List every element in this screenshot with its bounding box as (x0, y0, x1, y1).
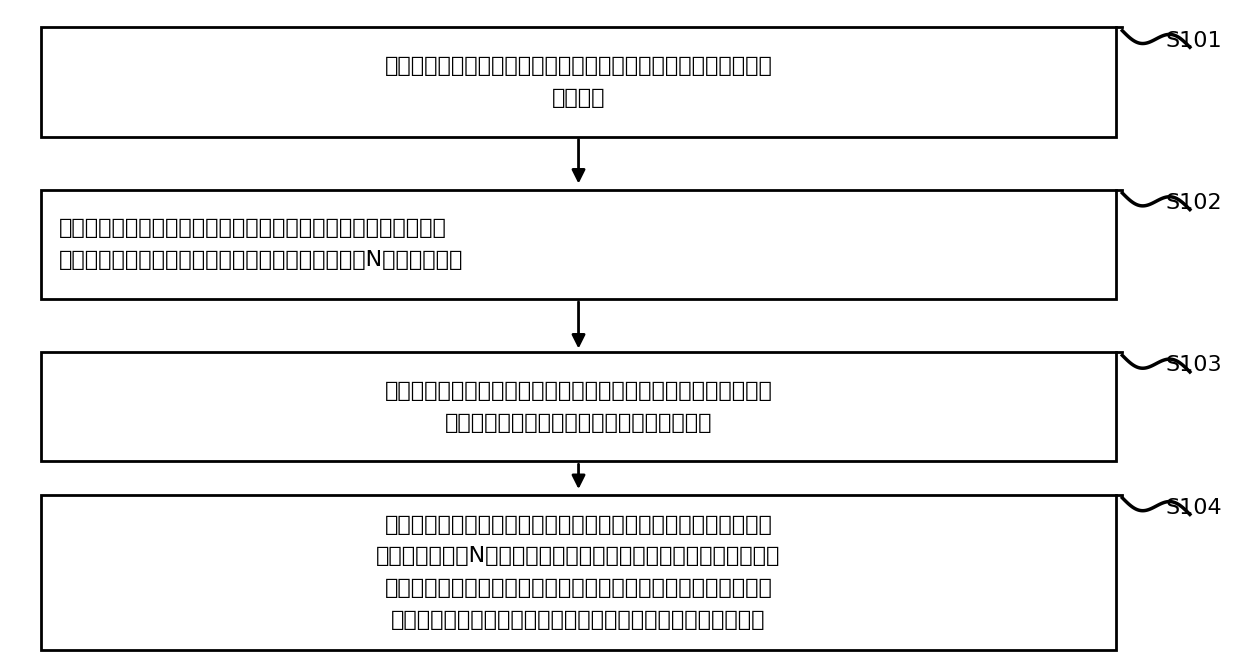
Text: 电能发送端和每个电能接收端的有载品质因数: 电能发送端和每个电能接收端的有载品质因数 (445, 413, 712, 433)
Text: S103: S103 (1165, 356, 1222, 375)
Text: 电路模型；其中，电路模型中包括一个电能发送端和N个电能接收端: 电路模型；其中，电路模型中包括一个电能发送端和N个电能接收端 (59, 250, 463, 270)
Text: S104: S104 (1165, 498, 1222, 518)
Text: S101: S101 (1165, 31, 1222, 51)
Text: 确定待设计的目标无线电能传输系统中所要采用的电能发送端和电: 确定待设计的目标无线电能传输系统中所要采用的电能发送端和电 (384, 56, 772, 76)
Text: 基于电能发送端和电能接收端，确定目标无线电能传输系统对应的: 基于电能发送端和电能接收端，确定目标无线电能传输系统对应的 (59, 219, 447, 238)
Text: 基于计算得到的耦合系数、有载品质因数和预设的第一接收端数目: 基于计算得到的耦合系数、有载品质因数和预设的第一接收端数目 (384, 515, 772, 535)
Text: 计算公式，计算N的取值；其中，第一接收端数目计算公式是基于预: 计算公式，计算N的取值；其中，第一接收端数目计算公式是基于预 (377, 546, 781, 566)
Text: 效率增益系数和输出功率增益系数的差值的绝对值小于预设阈值: 效率增益系数和输出功率增益系数的差值的绝对值小于预设阈值 (392, 610, 766, 630)
Text: 能接收端: 能接收端 (551, 88, 606, 108)
Text: 设的能量传输效率增益系数和输出功率增益系数确定的，能量传输: 设的能量传输效率增益系数和输出功率增益系数确定的，能量传输 (384, 578, 772, 599)
Text: 计算电路模型中电能发送端与每个电能接收端的耦合系数，并计算: 计算电路模型中电能发送端与每个电能接收端的耦合系数，并计算 (384, 381, 772, 401)
FancyBboxPatch shape (41, 190, 1116, 299)
Text: S102: S102 (1165, 193, 1222, 213)
FancyBboxPatch shape (41, 495, 1116, 650)
FancyBboxPatch shape (41, 352, 1116, 462)
FancyBboxPatch shape (41, 28, 1116, 137)
